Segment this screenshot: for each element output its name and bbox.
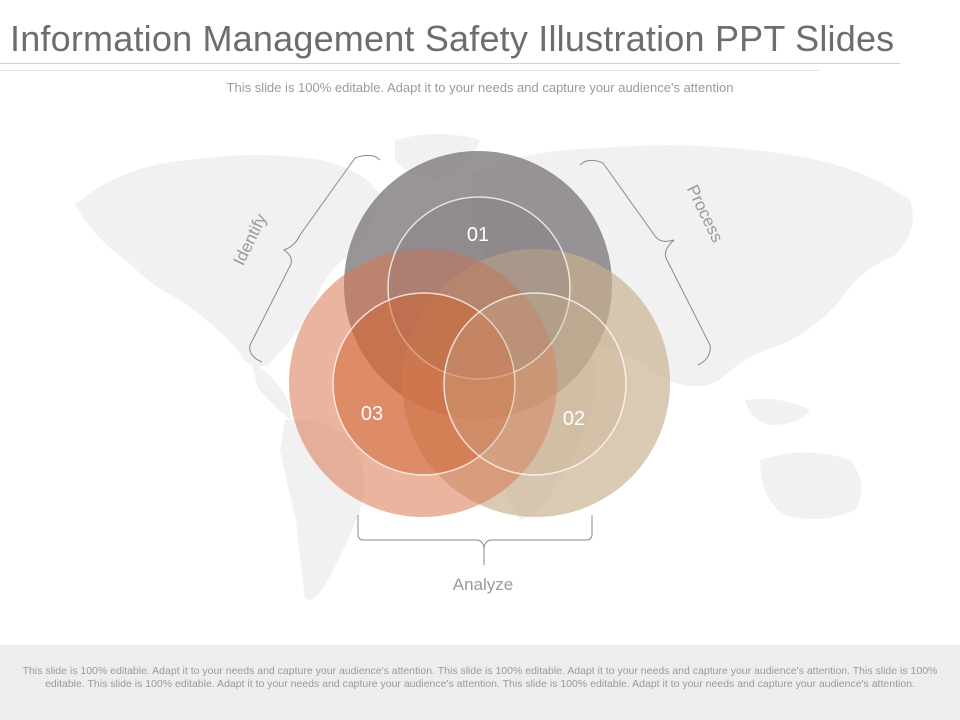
inner-circle-02	[443, 292, 627, 476]
bracket-identify	[249, 154, 381, 363]
title-divider	[0, 63, 900, 64]
circle-label-03: 03	[361, 403, 383, 425]
circle-label-01: 01	[467, 224, 489, 246]
footer-band: This slide is 100% editable. Adapt it to…	[0, 645, 960, 720]
bracket-process	[579, 159, 711, 366]
label-analyze: Analyze	[453, 575, 513, 594]
footer-text: This slide is 100% editable. Adapt it to…	[22, 665, 938, 690]
title-divider-secondary	[0, 70, 820, 71]
bracket-analyze	[357, 515, 593, 565]
inner-circle-03	[332, 292, 516, 476]
slide-title: Information Management Safety Illustrati…	[10, 18, 895, 59]
circle-label-02: 02	[563, 408, 585, 430]
slide-subtitle: This slide is 100% editable. Adapt it to…	[226, 80, 734, 95]
